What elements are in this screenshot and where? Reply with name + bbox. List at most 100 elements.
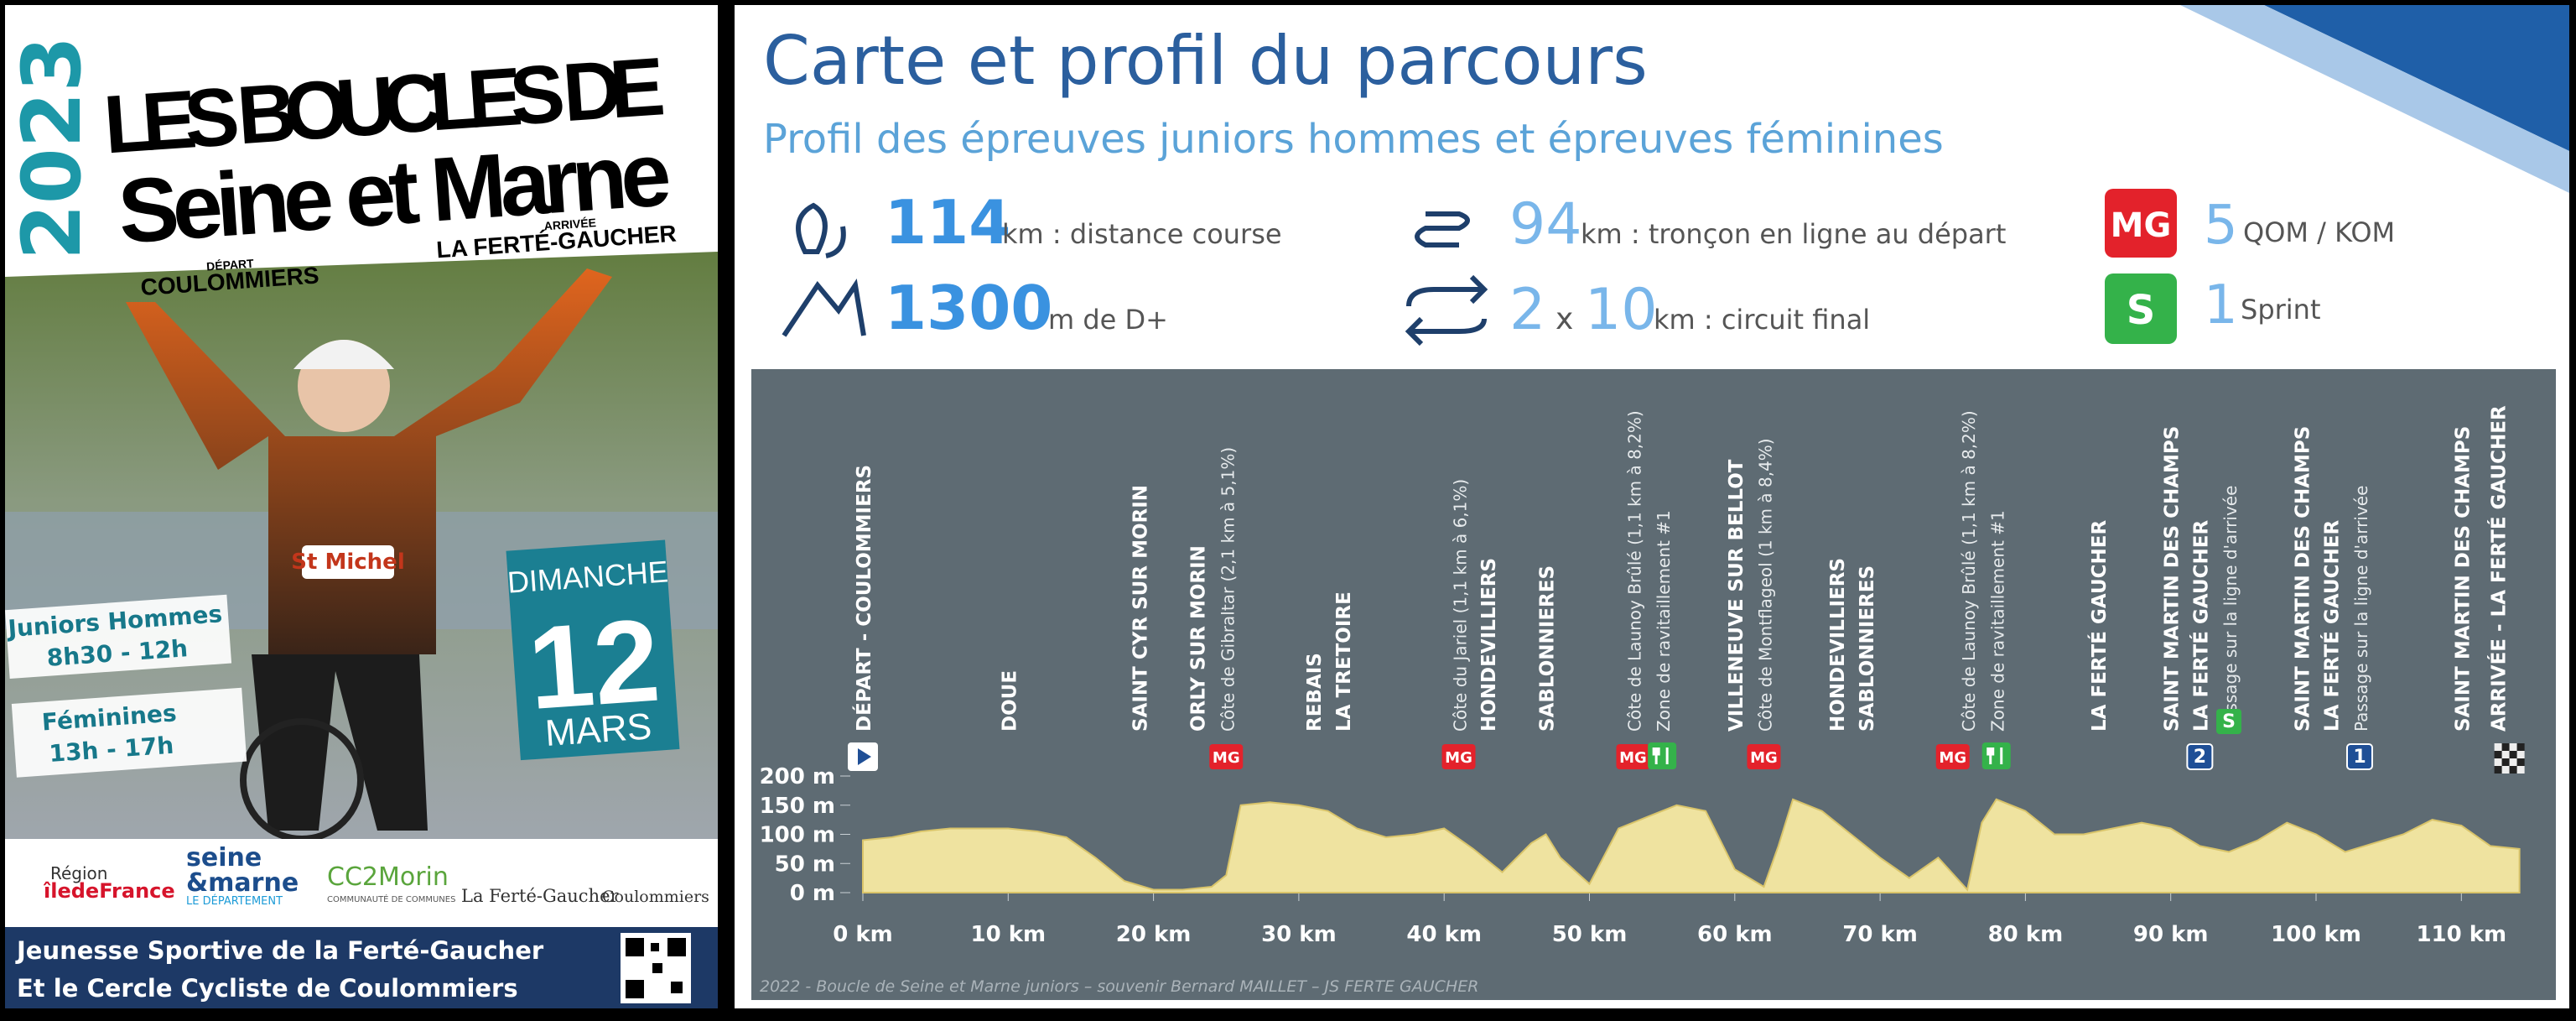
profile-annotation: VILLENEUVE SUR BELLOT: [1726, 459, 1748, 732]
profile-annotation: SAINT MARTIN DES CHAMPS: [2293, 426, 2314, 732]
marker-badge: [2216, 709, 2242, 734]
svg-text:St Michel: St Michel: [291, 550, 404, 575]
x-tick-label: 90 km: [2133, 922, 2209, 947]
finish-flag: [2516, 766, 2525, 774]
profile-annotation: Zone de ravitaillement #1: [1654, 510, 1674, 732]
finish-flag: [2494, 758, 2502, 766]
marker-badge: [1616, 744, 1650, 769]
y-tick-label: 50 m: [775, 852, 835, 877]
profile-annotation: Côte de Launoy Brûlé (1,1 km à 8,2%): [1624, 410, 1644, 732]
finish-flag: [2509, 743, 2517, 751]
start-glyph: [858, 748, 871, 765]
marker-badge: [1441, 744, 1476, 769]
finish-flag: [2501, 743, 2510, 751]
profile-annotation: SABLONNIERES: [1857, 565, 1878, 732]
supply-glyph: [1987, 748, 2003, 764]
footer-line: Jeunesse Sportive de la Ferté-Gaucher: [15, 936, 544, 965]
finish-flag: [2494, 743, 2502, 751]
sponsor: LE DÉPARTEMENT: [186, 894, 283, 908]
finish-flag: [2516, 758, 2525, 766]
profile-annotation: Zone de ravitaillement #1: [1988, 510, 2008, 732]
profile-annotation: SAINT CYR SUR MORIN: [1130, 485, 1151, 732]
stat-text: km : distance course: [1002, 218, 1282, 250]
sponsor: COMMUNAUTÉ DE COMMUNES: [327, 893, 455, 904]
profile-annotation: Côte du Jariel (1,1 km à 6,1%): [1451, 479, 1471, 732]
y-tick-label: 200 m: [760, 764, 835, 789]
finish-flag: [2516, 751, 2525, 758]
finish-flag: [2516, 743, 2525, 751]
marker-text: MG: [1213, 749, 1240, 767]
finish-flag: [2501, 758, 2510, 766]
sponsors-bg: [5, 839, 718, 927]
stat-value: 1300: [885, 273, 1052, 343]
finish-flag: [2509, 751, 2517, 758]
profile-panel: [751, 369, 2556, 1000]
panel-title: Carte et profil du parcours: [763, 22, 1648, 100]
stat-text: x: [1555, 302, 1573, 336]
y-tick-label: 150 m: [760, 794, 835, 819]
date-box: [506, 539, 680, 761]
stat-text: km : circuit final: [1654, 304, 1870, 336]
marker-text: MG: [1750, 749, 1778, 767]
finish-flag: [2494, 766, 2502, 774]
corner-decor: [2180, 5, 2569, 193]
poster: St Michel 2023 LES BOUCLES DE Seine et M…: [4, 5, 718, 1008]
marker-text: MG: [1445, 749, 1472, 767]
sponsor: La Ferté-Gaucher: [461, 886, 620, 906]
badge-text: MG: [2111, 206, 2172, 245]
marker-text: 2: [2194, 747, 2206, 768]
stat-value: 2: [1509, 277, 1545, 343]
finish-flag: [2501, 751, 2510, 758]
marker-text: MG: [1619, 749, 1647, 767]
marker-badge: [1747, 744, 1781, 769]
marker-text: 1: [2353, 747, 2366, 768]
sponsor: îledeFrance: [43, 879, 175, 903]
stat-text: Sprint: [2241, 294, 2321, 326]
profile-annotation: Passage sur la ligne d'arrivée: [2351, 486, 2371, 732]
stat-value: 5: [2204, 195, 2238, 257]
x-tick-label: 80 km: [1988, 922, 2064, 947]
profile-annotation: ORLY SUR MORIN: [1188, 545, 1210, 732]
badge: [2105, 273, 2177, 344]
x-tick-label: 70 km: [1842, 922, 1918, 947]
profile-annotation: SAINT MARTIN DES CHAMPS: [2452, 426, 2474, 732]
x-tick-label: 100 km: [2271, 922, 2361, 947]
stat-value: 94: [1509, 191, 1582, 258]
profile-annotation: DÉPART - COULOMMIERS: [852, 465, 875, 732]
supply-icon: [1648, 742, 1677, 769]
race-box: [11, 687, 247, 778]
profile-annotation: Côte de Montflageol (1 km à 8,4%): [1755, 438, 1775, 732]
year: 2023: [5, 36, 99, 260]
profile-annotation: REBAIS: [1304, 653, 1326, 732]
profile-annotation: Passage sur la ligne d'arrivée: [2220, 486, 2241, 732]
x-tick-label: 60 km: [1697, 922, 1773, 947]
stat-text: km : tronçon en ligne au départ: [1581, 218, 2006, 250]
profile-annotation: SAINT MARTIN DES CHAMPS: [2162, 426, 2184, 732]
finish-flag: [2494, 751, 2502, 758]
marker-badge: [2345, 743, 2373, 770]
finish-flag: [2501, 766, 2510, 774]
x-tick-label: 20 km: [1116, 922, 1192, 947]
race-box: [4, 594, 232, 680]
sponsors: Région îledeFrance seine &marne LE DÉPAR…: [43, 843, 709, 908]
title-band: [5, 201, 718, 277]
stat-text: m de D+: [1048, 304, 1168, 336]
profile-annotation: LA TRETOIRE: [1333, 591, 1355, 732]
x-tick-label: 0 km: [833, 922, 893, 947]
marker-badge: [1935, 744, 1970, 769]
sponsor: Coulommiers: [602, 888, 709, 906]
marker-badge: [2186, 743, 2214, 770]
finish-flag: [2509, 766, 2517, 774]
profile-annotation: LA FERTÉ GAUCHER: [2189, 520, 2212, 732]
panel-subtitle: Profil des épreuves juniors hommes et ép…: [763, 116, 1944, 163]
finish-flag: [2509, 758, 2517, 766]
marker-text: MG: [1939, 749, 1966, 767]
stat-value: 114: [885, 187, 1010, 258]
sponsor: seine: [186, 843, 262, 873]
profile-annotation: Côte de Launoy Brûlé (1,1 km à 8,2%): [1959, 410, 1979, 732]
stat-value: 10: [1585, 277, 1658, 343]
footer: [5, 927, 718, 1008]
x-tick-label: 110 km: [2416, 922, 2506, 947]
route-panel: Carte et profil du parcours Profil des é…: [735, 5, 2569, 1008]
